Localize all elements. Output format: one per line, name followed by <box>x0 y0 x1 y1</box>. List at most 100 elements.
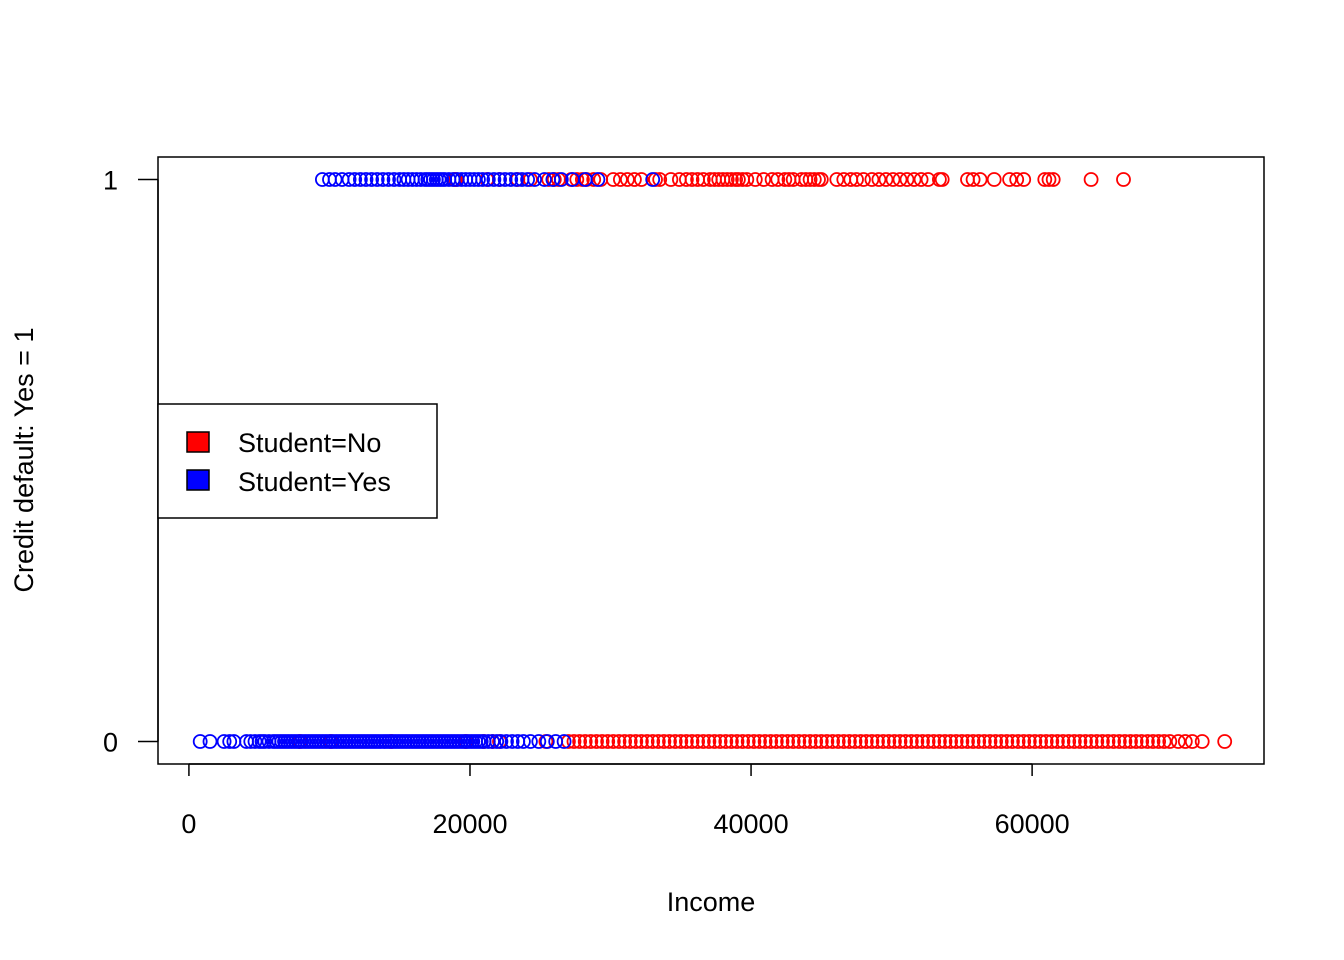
y-axis: 01 <box>103 165 159 758</box>
data-point-student-yes <box>222 734 238 749</box>
data-point-student-yes <box>470 172 486 187</box>
data-point-student-no <box>735 734 750 749</box>
data-point-student-no <box>943 734 958 749</box>
data-point-student-yes <box>381 172 396 187</box>
data-point-student-no <box>1021 734 1037 749</box>
data-point-student-no <box>594 734 610 749</box>
data-point-student-yes <box>347 172 363 187</box>
data-point-student-no <box>915 734 930 749</box>
data-point-student-no <box>718 734 734 749</box>
data-point-student-no <box>858 734 874 749</box>
data-point-student-no <box>920 172 936 187</box>
data-point-student-yes <box>590 172 606 187</box>
data-point-student-no <box>1072 734 1088 749</box>
data-point-student-no <box>892 734 908 749</box>
x-axis: 0 20000 40000 60000 <box>181 763 1070 839</box>
data-point-student-no <box>903 734 919 749</box>
data-point-student-no <box>1140 734 1155 749</box>
data-point-student-no <box>791 734 807 749</box>
data-point-student-no <box>909 734 925 749</box>
data-point-student-no <box>965 172 981 187</box>
legend-box <box>157 403 438 519</box>
data-point-student-yes <box>466 172 482 187</box>
data-point-student-no <box>650 734 666 749</box>
data-point-student-no <box>690 734 705 749</box>
data-point-student-yes <box>556 734 572 749</box>
data-point-student-no <box>724 172 739 187</box>
data-point-student-no <box>572 734 587 749</box>
data-point-student-yes <box>192 734 208 749</box>
data-point-student-no <box>740 734 756 749</box>
data-point-student-no <box>634 172 649 187</box>
data-point-student-yes <box>548 734 564 749</box>
data-point-student-no <box>656 734 672 749</box>
data-point-student-no <box>729 734 745 749</box>
data-point-student-no <box>566 734 582 749</box>
data-point-student-no <box>731 172 746 187</box>
data-point-student-yes <box>202 734 218 749</box>
data-point-student-no <box>1027 734 1043 749</box>
data-point-student-no <box>1145 734 1161 749</box>
data-point-student-yes <box>386 172 402 187</box>
data-point-student-no <box>960 734 975 749</box>
data-point-student-no <box>836 734 852 749</box>
data-point-student-no <box>724 734 739 749</box>
data-point-student-no <box>920 734 936 749</box>
data-point-student-yes <box>216 734 232 749</box>
data-point-student-no <box>1016 172 1032 187</box>
data-point-student-no <box>1111 734 1127 749</box>
data-point-student-no <box>752 734 767 749</box>
data-point-student-no <box>802 734 818 749</box>
legend: Student=No Student=Yes <box>157 403 438 519</box>
data-point-student-yes <box>243 734 259 749</box>
legend-label-student-no: Student=No <box>238 428 381 458</box>
data-point-student-no <box>813 734 829 749</box>
data-point-student-no <box>864 172 880 187</box>
data-point-student-no <box>1116 172 1131 187</box>
data-point-student-no <box>1100 734 1116 749</box>
data-point-student-no <box>605 172 621 187</box>
data-point-student-no <box>932 734 947 749</box>
x-tick-label: 60000 <box>995 809 1070 839</box>
x-axis-title: Income <box>667 887 756 917</box>
legend-swatch-student-no <box>186 431 210 453</box>
data-point-student-no <box>628 734 644 749</box>
x-tick-label: 0 <box>181 809 196 839</box>
data-point-student-no <box>673 734 689 749</box>
data-point-student-no <box>785 734 801 749</box>
data-point-student-no <box>999 734 1015 749</box>
x-tick-label: 20000 <box>432 809 507 839</box>
data-point-student-no <box>948 734 964 749</box>
data-point-student-yes <box>341 172 357 187</box>
data-point-student-no <box>986 172 1002 187</box>
y-tick-label: 0 <box>103 728 118 758</box>
data-point-student-no <box>577 734 593 749</box>
data-point-student-yes <box>480 172 496 187</box>
data-point-student-no <box>1162 734 1178 749</box>
data-point-student-yes <box>531 734 547 749</box>
data-point-student-no <box>1156 734 1172 749</box>
data-point-student-no <box>802 172 818 187</box>
data-point-student-no <box>1128 734 1144 749</box>
data-point-student-no <box>885 172 901 187</box>
data-point-student-no <box>806 172 822 187</box>
data-point-student-no <box>1033 734 1048 749</box>
data-point-student-no <box>819 734 835 749</box>
data-point-student-no <box>926 734 942 749</box>
y-axis-title: Credit default: Yes = 1 <box>9 328 39 593</box>
data-point-student-no <box>1083 734 1099 749</box>
data-point-student-no <box>684 172 700 187</box>
data-point-student-yes <box>486 172 502 187</box>
data-point-student-yes <box>537 172 552 187</box>
data-point-student-yes <box>489 734 505 749</box>
data-point-student-no <box>739 172 755 187</box>
data-point-student-no <box>1016 734 1032 749</box>
data-point-student-no <box>679 734 694 749</box>
data-point-student-no <box>712 734 728 749</box>
data-point-student-yes <box>327 172 343 187</box>
legend-label-student-yes: Student=Yes <box>238 467 391 497</box>
data-point-student-yes <box>520 172 535 187</box>
data-point-student-no <box>898 734 913 749</box>
data-point-student-yes <box>247 734 263 749</box>
